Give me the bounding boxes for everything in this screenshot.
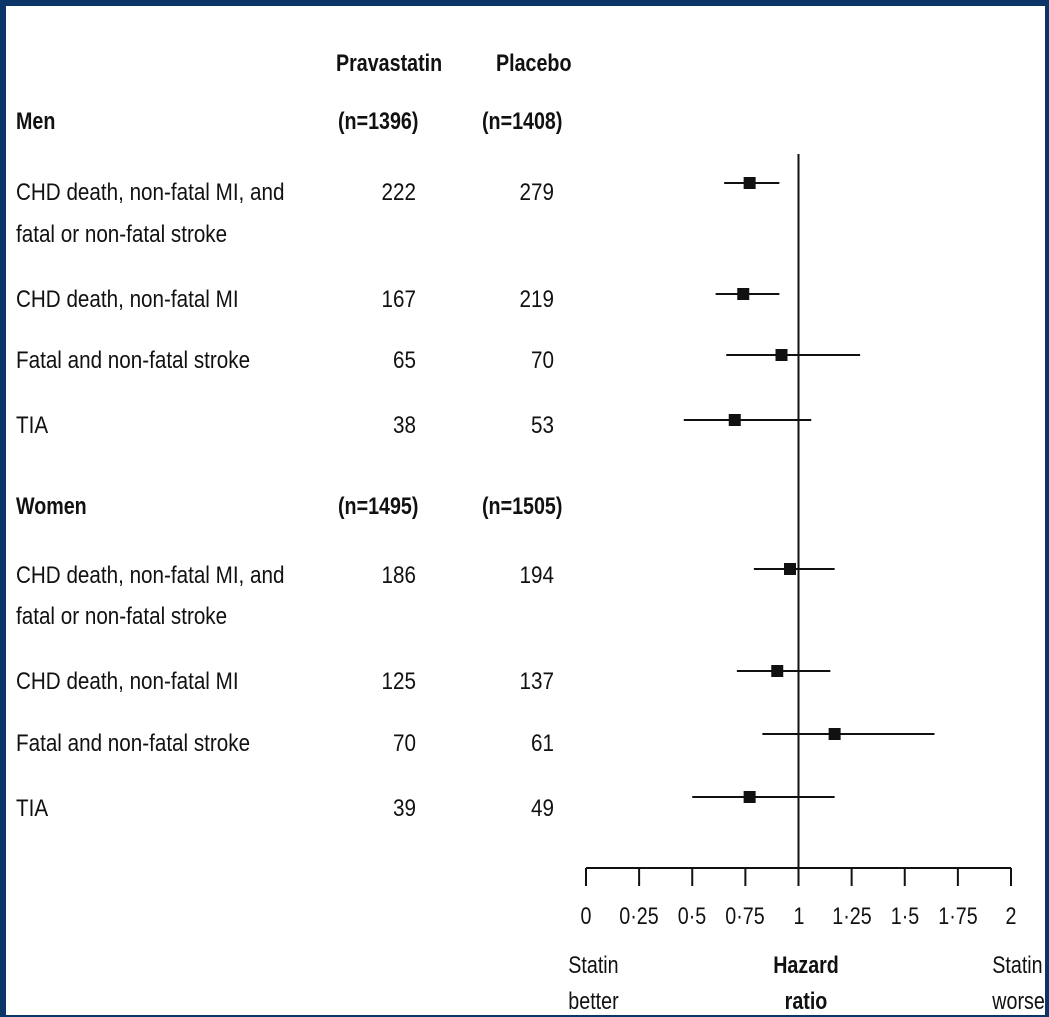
x-tick-label: 0 [580,903,592,930]
hazard-ratio-point [771,665,784,677]
row-placebo-count: 279 [519,179,554,206]
group-men-n-placebo: (n=1408) [482,108,563,135]
row-pravastatin-count: 39 [393,795,416,822]
header-pravastatin: Pravastatin [336,50,443,77]
row-label: Fatal and non-fatal stroke [16,730,251,757]
row-label: CHD death, non-fatal MI, and [16,179,285,206]
row-pravastatin-count: 222 [381,179,416,206]
row-pravastatin-count: 186 [381,562,416,589]
row-placebo-count: 137 [519,668,554,695]
note-statin-better-text: Statin better [568,952,619,1015]
group-women-n-pravastatin: (n=1495) [338,493,419,520]
row-label: CHD death, non-fatal MI [16,286,239,313]
group-men-n-pravastatin: (n=1396) [338,108,419,135]
group-title-men: Men [16,108,56,135]
x-tick-label: 1·25 [831,903,872,930]
row-placebo-count: 49 [531,795,554,822]
hazard-ratio-point [743,177,756,189]
x-tick-label: 2 [1005,903,1017,930]
row-placebo-count: 194 [519,562,554,589]
x-axis-label: Hazard ratio [773,948,839,1015]
hazard-ratio-point [775,349,788,361]
note-statin-worse-text: Statin worse [992,952,1045,1015]
x-tick-label: 1·5 [890,903,919,930]
row-pravastatin-count: 167 [381,286,416,313]
x-axis-label-text: Hazard ratio [773,952,839,1015]
hazard-ratio-point [728,414,741,426]
row-label-line2: fatal or non-fatal stroke [16,221,228,248]
row-label: CHD death, non-fatal MI, and [16,562,285,589]
note-statin-worse: Statin worse [992,948,1045,1015]
group-women-n-placebo: (n=1505) [482,493,563,520]
x-tick-label: 0·75 [725,903,766,930]
note-statin-better: Statin better [568,948,625,1015]
row-pravastatin-count: 70 [393,730,416,757]
row-placebo-count: 53 [531,412,554,439]
hazard-ratio-point [784,563,796,575]
row-label: TIA [16,412,49,439]
group-title-women: Women [16,493,87,520]
row-placebo-count: 219 [519,286,554,313]
header-placebo: Placebo [496,50,572,77]
row-label: TIA [16,795,49,822]
row-pravastatin-count: 125 [381,668,416,695]
row-label-line2: fatal or non-fatal stroke [16,603,228,630]
row-placebo-count: 70 [531,347,554,374]
row-label: CHD death, non-fatal MI [16,668,239,695]
x-tick-label: 0·5 [678,903,707,930]
row-label: Fatal and non-fatal stroke [16,347,251,374]
x-tick-label: 1 [793,903,804,930]
row-pravastatin-count: 38 [393,412,416,439]
forest-plot [585,154,1012,886]
x-tick-label: 1·75 [938,903,978,930]
row-pravastatin-count: 65 [393,347,416,374]
hazard-ratio-point [737,288,750,300]
x-tick-label: 0·25 [619,903,659,930]
hazard-ratio-point [828,728,841,740]
hazard-ratio-point [743,791,756,803]
row-placebo-count: 61 [531,730,554,757]
